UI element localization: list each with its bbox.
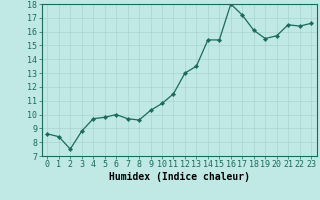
X-axis label: Humidex (Indice chaleur): Humidex (Indice chaleur) xyxy=(109,172,250,182)
